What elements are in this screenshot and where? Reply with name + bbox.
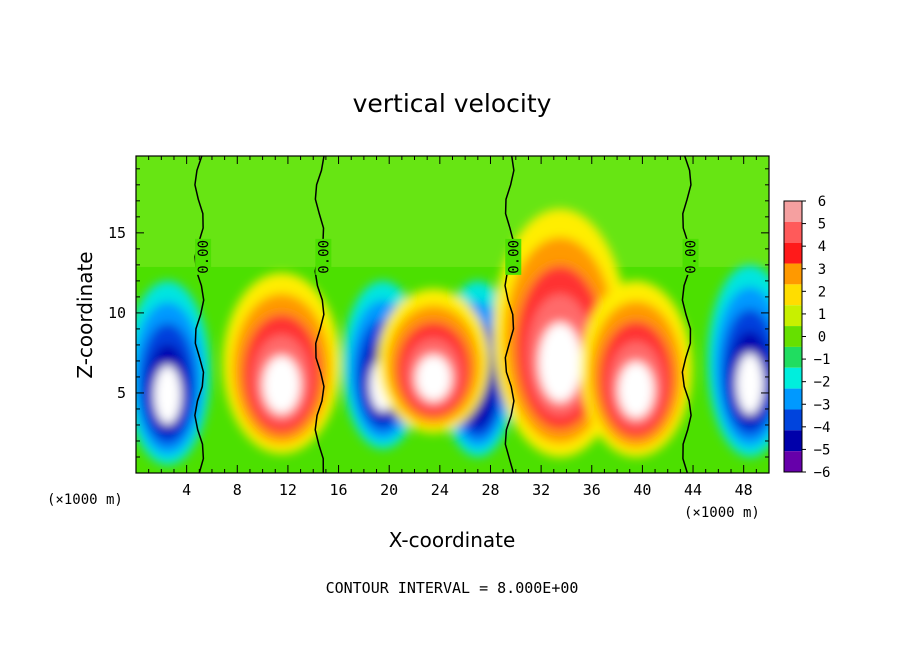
zero-contour-0 — [194, 156, 205, 473]
x-tick-label: 24 — [431, 481, 449, 499]
chart-title: vertical velocity — [353, 89, 552, 118]
y-tick-label: 5 — [117, 384, 126, 402]
colorbar-swatch — [784, 346, 802, 368]
x-tick-label: 48 — [735, 481, 753, 499]
colorbar-label: 0 — [818, 330, 826, 346]
updraft-1-level-4 — [415, 355, 452, 402]
zero-contour-label-bg-1 — [315, 238, 332, 275]
downdraft-3-level-4 — [736, 353, 764, 415]
colorbar-label: 6 — [818, 194, 826, 210]
colorbar-label: 3 — [818, 262, 826, 278]
y-axis-label: Z-coordinate — [73, 251, 97, 378]
colorbar-swatch — [784, 409, 802, 431]
colorbar-label: −6 — [814, 465, 831, 481]
y-tick-label: 10 — [108, 304, 126, 322]
zero-contour-label-2: 0.00 — [506, 240, 522, 274]
x-tick-label: 32 — [532, 481, 550, 499]
colorbar-swatch — [784, 326, 802, 347]
colorbar-label: 4 — [818, 239, 826, 255]
plot-area: 0.00 0.00 0.00 0.00 — [136, 156, 769, 473]
colorbar-swatch — [784, 388, 802, 410]
downdraft-0-level-4 — [154, 365, 182, 425]
colorbar-swatch — [784, 263, 802, 285]
x-unit-right: (×1000 m) — [684, 505, 760, 521]
colorbar-label: −2 — [814, 375, 831, 391]
x-tick-label: 40 — [633, 481, 651, 499]
colorbar-label: 1 — [818, 307, 826, 323]
zero-contour-label-0: 0.00 — [196, 240, 212, 274]
x-tick-label: 4 — [182, 481, 191, 499]
colorbar-label: 2 — [818, 284, 826, 300]
updraft-2-level-4 — [538, 322, 582, 403]
colorbar-swatch — [784, 367, 802, 389]
colorbar-swatch — [784, 221, 802, 243]
y-tick-label: 15 — [108, 224, 126, 242]
x-tick-label: 20 — [380, 481, 398, 499]
x-unit-left: (×1000 m) — [47, 492, 123, 508]
x-tick-label: 12 — [279, 481, 297, 499]
colorbar-swatch — [784, 201, 802, 222]
colorbar-swatch — [784, 430, 802, 452]
x-tick-label: 28 — [481, 481, 499, 499]
colorbar-swatch — [784, 284, 802, 306]
x-tick-label: 36 — [583, 481, 601, 499]
colorbar-swatch — [784, 305, 802, 327]
x-tick-label: 16 — [330, 481, 348, 499]
updraft-0-level-4 — [262, 355, 301, 414]
colorbar-label: −3 — [814, 397, 831, 413]
colorbar: 6 5 4 3 2 1 0 −1 −2 −3 −4 −5 −6 — [783, 194, 831, 481]
colorbar-swatch — [784, 451, 802, 472]
x-axis-label: X-coordinate — [389, 528, 516, 552]
updraft-3-level-4 — [618, 361, 654, 419]
colorbar-swatch — [784, 242, 802, 264]
contour-interval-note: CONTOUR INTERVAL = 8.000E+00 — [326, 579, 579, 597]
colorbar-label: −1 — [814, 352, 831, 368]
zero-contour-3 — [681, 156, 692, 473]
colorbar-label: −5 — [814, 442, 831, 458]
field-upper-band — [136, 156, 769, 267]
colorbar-label: 5 — [818, 217, 826, 233]
colorbar-label: −4 — [814, 420, 831, 436]
zero-contour-label-1: 0.00 — [316, 240, 332, 274]
zero-contour-label-bg-0 — [195, 238, 212, 275]
zero-contour-label-bg-3 — [682, 238, 699, 275]
zero-contour-label-3: 0.00 — [684, 240, 700, 274]
x-tick-label: 8 — [233, 481, 242, 499]
zero-contour-label-bg-2 — [505, 238, 522, 275]
x-tick-label: 44 — [684, 481, 702, 499]
zero-contour-2 — [504, 156, 515, 473]
zero-contour-1 — [314, 156, 325, 473]
